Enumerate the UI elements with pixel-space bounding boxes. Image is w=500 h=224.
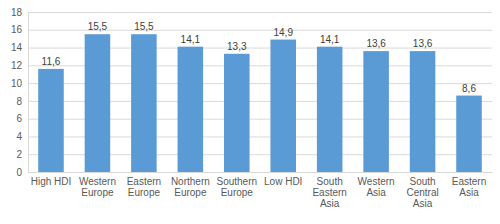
bar <box>38 69 64 172</box>
plot: 024681012141618High HDIWesternEuropeEast… <box>11 7 493 209</box>
y-tick-label: 0 <box>16 167 22 178</box>
y-tick-label: 10 <box>11 78 23 89</box>
y-axis-line <box>29 13 493 173</box>
x-tick-label-line: Low HDI <box>264 176 302 187</box>
x-tick-label-line: Asia <box>459 187 479 198</box>
y-tick: 18 <box>11 7 492 18</box>
x-tick-label-line: Europe <box>128 187 161 198</box>
y-axis: 0 2 4 6 8 10 12 14 16 18 <box>11 7 492 178</box>
bar <box>178 47 204 172</box>
y-tick-label: 4 <box>16 131 22 142</box>
bar <box>270 40 296 172</box>
data-label: 11,6 <box>42 56 61 67</box>
x-tick-label: EasternAsia <box>452 176 486 198</box>
data-label: 13,6 <box>413 38 433 49</box>
data-label: 15,5 <box>134 21 154 32</box>
bar <box>410 51 436 172</box>
x-tick-label: Low HDI <box>264 176 302 187</box>
x-tick-label-line: Eastern <box>312 187 346 198</box>
y-tick-label: 12 <box>11 60 23 71</box>
x-tick-label: NorthernEurope <box>171 176 210 198</box>
y-tick-label: 2 <box>16 149 22 160</box>
bar <box>85 34 111 172</box>
grid-line <box>28 12 492 13</box>
x-axis: High HDIWesternEuropeEasternEuropeNorthe… <box>29 172 493 209</box>
x-tick: WesternAsia <box>358 172 395 198</box>
bar <box>363 51 389 172</box>
x-tick-label-line: Western <box>358 176 395 187</box>
x-tick: Low HDI <box>264 172 302 187</box>
x-tick: WesternEurope <box>79 172 116 198</box>
x-tick-label-line: Western <box>79 176 116 187</box>
data-label: 14,9 <box>273 27 293 38</box>
x-tick-label-line: Asia <box>413 198 433 209</box>
x-tick-label: High HDI <box>31 176 72 187</box>
x-axis-line <box>29 172 493 173</box>
y-tick-label: 16 <box>11 24 23 35</box>
bar <box>317 47 343 172</box>
x-tick-label-line: Southern <box>216 176 257 187</box>
x-tick-label-line: South <box>409 176 435 187</box>
x-tick-label: WesternAsia <box>358 176 395 198</box>
grid-line <box>28 172 492 173</box>
x-tick-label-line: Europe <box>81 187 114 198</box>
x-tick-label: WesternEurope <box>79 176 116 198</box>
x-tick-label: SouthCentralAsia <box>406 176 438 209</box>
x-tick-label-line: Eastern <box>127 176 161 187</box>
bars <box>38 34 482 172</box>
data-label: 15,5 <box>88 21 108 32</box>
x-tick-label: EasternEurope <box>127 176 161 198</box>
x-tick-label-line: Asia <box>366 187 386 198</box>
chart: 024681012141618High HDIWesternEuropeEast… <box>0 0 500 224</box>
x-tick-label-line: Eastern <box>452 176 486 187</box>
x-tick-label: SouthernEurope <box>216 176 257 198</box>
x-tick-label-line: South <box>317 176 343 187</box>
x-tick-label-line: Europe <box>174 187 207 198</box>
x-tick-label-line: Northern <box>171 176 210 187</box>
y-tick-label: 8 <box>16 96 22 107</box>
data-label: 13,3 <box>227 41 247 52</box>
bar <box>224 54 250 172</box>
x-tick-label-line: Central <box>406 187 438 198</box>
data-label: 13,6 <box>366 38 386 49</box>
bar <box>456 96 482 172</box>
x-tick: SouthCentralAsia <box>406 172 438 209</box>
bar <box>131 34 157 172</box>
x-tick: SouthEasternAsia <box>312 172 346 209</box>
x-tick: NorthernEurope <box>171 172 210 198</box>
x-tick: High HDI <box>31 172 72 187</box>
x-tick: SouthernEurope <box>216 172 257 198</box>
x-tick-label-line: High HDI <box>31 176 72 187</box>
x-tick: EasternAsia <box>452 172 486 198</box>
y-tick-label: 18 <box>11 7 23 18</box>
x-tick-label-line: Asia <box>320 198 340 209</box>
x-tick-label-line: Europe <box>221 187 254 198</box>
x-tick: EasternEurope <box>127 172 161 198</box>
data-labels: 11,6 15,5 15,5 14,1 13,3 14,9 14,1 13,6 13,6 8,6 <box>42 21 477 93</box>
data-label: 14,1 <box>320 34 340 45</box>
data-label: 8,6 <box>462 83 476 94</box>
y-tick: 16 <box>11 24 492 35</box>
y-tick-label: 14 <box>11 42 23 53</box>
y-tick-label: 6 <box>16 113 22 124</box>
data-label: 14,1 <box>181 34 201 45</box>
x-tick-label: SouthEasternAsia <box>312 176 346 209</box>
